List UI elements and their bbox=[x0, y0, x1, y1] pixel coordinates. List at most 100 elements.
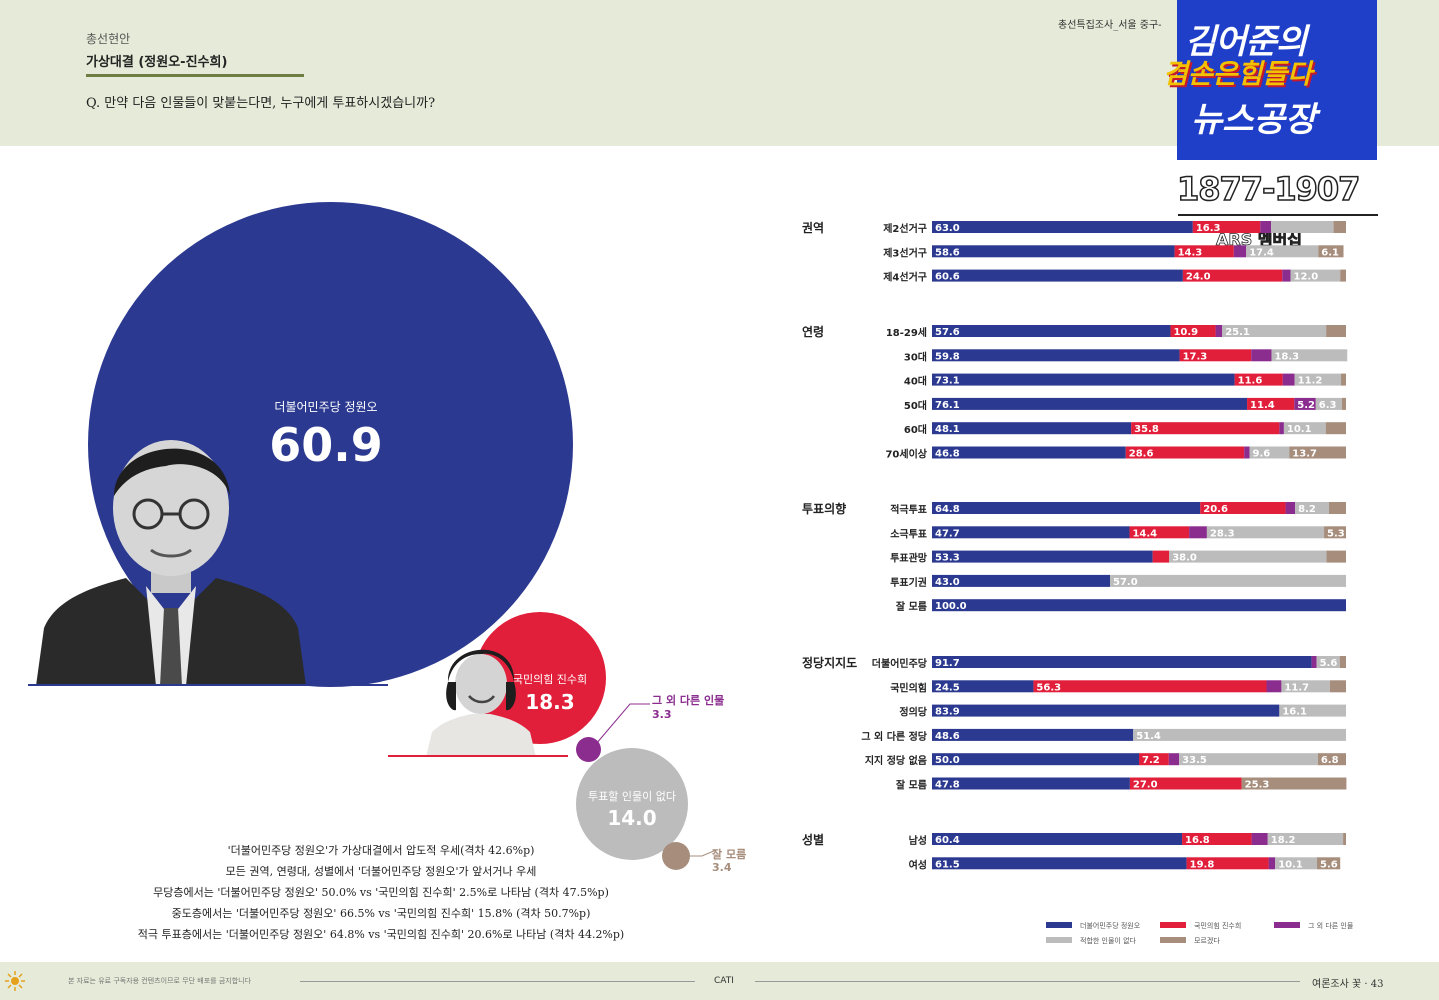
jin-portrait-icon bbox=[426, 649, 536, 757]
bar-segment bbox=[1241, 777, 1347, 790]
bar-segment bbox=[1329, 680, 1346, 693]
data-label: 17.3 bbox=[1183, 351, 1208, 362]
data-label: 11.4 bbox=[1250, 400, 1275, 411]
data-label: 64.8 bbox=[935, 504, 960, 515]
phone-number: 1877-1907 bbox=[1176, 169, 1361, 209]
bar-segment bbox=[1244, 446, 1250, 459]
row-label: 제2선거구 bbox=[883, 222, 927, 235]
logo-line-3: 뉴스공장 bbox=[1191, 100, 1317, 140]
data-label: 53.3 bbox=[935, 553, 960, 564]
none-bubble bbox=[576, 748, 688, 860]
bar-segment bbox=[932, 777, 1130, 790]
data-label: 13.7 bbox=[1292, 449, 1317, 460]
bar-segment bbox=[1251, 833, 1268, 845]
data-label: 11.6 bbox=[1238, 376, 1263, 387]
data-label: 24.5 bbox=[935, 682, 960, 693]
bar-segment bbox=[1294, 397, 1316, 410]
row-label: 제3선거구 bbox=[883, 246, 927, 259]
bar-segment bbox=[1033, 680, 1267, 693]
data-label: 18.3 bbox=[1274, 351, 1299, 362]
row-label: 지지 정당 없음 bbox=[865, 754, 927, 767]
row-label: 더불어민주당 bbox=[872, 657, 928, 670]
bar-segment bbox=[1339, 656, 1346, 668]
finding-3: 무당층에서는 '더불어민주당 정원오' 50.0% vs '국민의힘 진수희' … bbox=[153, 886, 609, 899]
bar-segment bbox=[1311, 656, 1317, 668]
data-label: 5.6 bbox=[1320, 859, 1338, 870]
data-label: 60.4 bbox=[935, 835, 960, 846]
data-label: 43.0 bbox=[935, 577, 960, 588]
data-label: 10.1 bbox=[1287, 424, 1312, 435]
dk-label: 잘 모름 bbox=[712, 848, 747, 861]
row-label: 투표관망 bbox=[890, 552, 928, 565]
logo-line-1: 김어준의 bbox=[1185, 22, 1307, 62]
bar-segment bbox=[932, 833, 1183, 845]
bar-segment bbox=[932, 857, 1187, 870]
bar-segment bbox=[1333, 221, 1346, 233]
legend-swatch bbox=[1160, 937, 1186, 943]
group-label: 권역 bbox=[802, 220, 824, 235]
row-label: 여성 bbox=[909, 858, 927, 871]
data-label: 18.2 bbox=[1271, 835, 1296, 846]
bar-segment bbox=[1139, 753, 1169, 766]
bar-segment bbox=[1133, 728, 1346, 741]
bar-segment bbox=[1317, 753, 1346, 766]
bar-segment bbox=[1279, 422, 1284, 435]
bar-segment bbox=[1271, 221, 1334, 233]
data-label: 28.3 bbox=[1210, 528, 1235, 539]
data-label: 14.4 bbox=[1132, 528, 1157, 539]
data-label: 27.0 bbox=[1133, 780, 1158, 791]
row-label: 적극투표 bbox=[890, 503, 927, 516]
none-label: 투표할 인물이 없다 bbox=[588, 790, 676, 803]
bar-segment bbox=[932, 446, 1126, 459]
row-label: 60대 bbox=[904, 423, 927, 436]
data-label: 11.7 bbox=[1284, 682, 1309, 693]
bar-segment bbox=[1251, 349, 1272, 362]
bar-segment bbox=[932, 574, 1111, 587]
data-label: 35.8 bbox=[1134, 424, 1159, 435]
data-label: 12.0 bbox=[1294, 272, 1319, 283]
bar-segment bbox=[932, 502, 1201, 514]
survey-question: Q. 만약 다음 인물들이 맞붙는다면, 누구에게 투표하시겠습니까? bbox=[86, 96, 436, 111]
group-label: 성별 bbox=[802, 832, 824, 847]
data-label: 7.2 bbox=[1142, 755, 1160, 766]
bar-segment bbox=[1275, 857, 1318, 870]
row-label: 잘 모름 bbox=[896, 780, 927, 792]
data-label: 76.1 bbox=[935, 400, 960, 411]
data-label: 16.8 bbox=[1185, 835, 1210, 846]
data-label: 73.1 bbox=[935, 376, 960, 387]
data-label: 57.6 bbox=[935, 327, 960, 338]
none-value: 14.0 bbox=[607, 806, 657, 830]
dk-connector bbox=[690, 849, 717, 857]
data-label: 19.8 bbox=[1190, 859, 1215, 870]
data-label: 5.6 bbox=[1320, 658, 1338, 669]
data-label: 38.0 bbox=[1172, 553, 1197, 564]
bar-segment bbox=[1326, 325, 1346, 337]
data-label: 83.9 bbox=[935, 707, 960, 718]
bar-segment bbox=[1281, 680, 1330, 693]
jin-label: 국민의힘 진수희 bbox=[512, 673, 588, 686]
bar-segment bbox=[1317, 857, 1341, 870]
finding-5: 적극 투표층에서는 '더불어민주당 정원오' 64.8% vs '국민의힘 진수… bbox=[137, 928, 625, 941]
bar-segment bbox=[1325, 422, 1346, 435]
data-label: 59.8 bbox=[935, 351, 960, 362]
bar-segment bbox=[1182, 833, 1252, 845]
legend-label: 그 외 다른 인물 bbox=[1308, 921, 1354, 930]
bar-segment bbox=[932, 599, 1346, 612]
bar-segment bbox=[1271, 349, 1348, 362]
dk-bubble bbox=[662, 842, 690, 870]
row-label: 정의당 bbox=[899, 706, 927, 719]
bar-segment bbox=[1179, 349, 1252, 362]
bar-segment bbox=[1294, 373, 1342, 386]
data-label: 33.5 bbox=[1182, 755, 1207, 766]
data-label: 46.8 bbox=[935, 449, 960, 460]
bar-segment bbox=[1174, 245, 1234, 258]
data-label: 61.5 bbox=[935, 859, 960, 870]
bar-segment bbox=[1324, 526, 1346, 539]
data-label: 91.7 bbox=[935, 658, 960, 669]
data-label: 63.0 bbox=[935, 223, 960, 234]
section-kicker: 총선현안 bbox=[86, 32, 131, 46]
dk-value: 3.4 bbox=[712, 861, 732, 874]
legend-label: 더불어민주당 정원오 bbox=[1080, 921, 1141, 930]
footer-note: 본 자료는 유료 구독자용 컨텐츠이므로 무단 배포를 금지합니다 bbox=[68, 977, 252, 985]
footer-method: CATI bbox=[714, 976, 734, 986]
